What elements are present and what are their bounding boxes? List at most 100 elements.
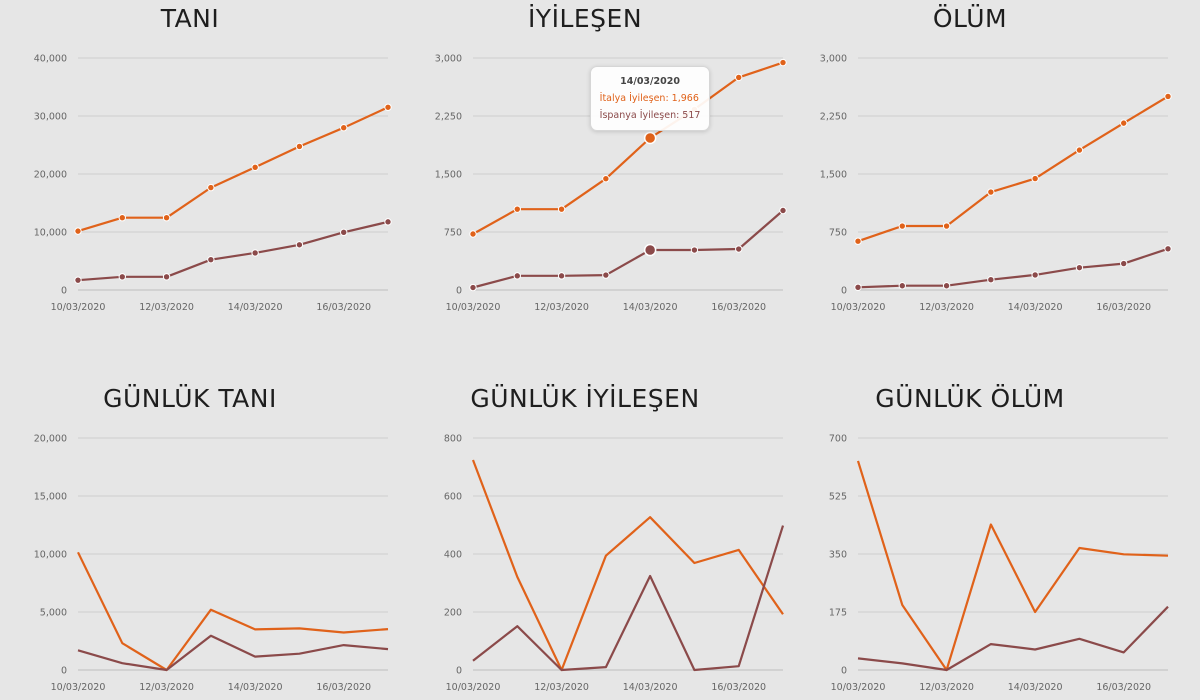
data-point-spain[interactable] — [74, 276, 82, 284]
data-point-italy[interactable] — [1031, 174, 1039, 183]
data-point-spain[interactable] — [779, 206, 787, 215]
series-line-italy[interactable] — [77, 106, 389, 233]
chart-panel-gunluk-tani: GÜNLÜK TANI 0 5,000 10,000 15,000 20,000 10/0… — [0, 380, 389, 700]
x-tick-label: 12/03/2020 — [919, 682, 974, 693]
data-point-spain[interactable] — [602, 271, 610, 279]
tooltip-line-spain: İspanya İyileşen: 517 — [599, 110, 701, 121]
data-point-italy[interactable] — [557, 205, 566, 213]
line-chart-gunluk-iyilesen[interactable]: 0 200 400 600 800 10/03/2020 12/03/2020 14/03/2… — [395, 380, 795, 700]
x-tick-label: 12/03/2020 — [534, 682, 589, 693]
x-tick-label: 10/03/2020 — [446, 302, 501, 313]
series-line-spain[interactable] — [857, 247, 1169, 289]
series-line-italy[interactable] — [471, 459, 784, 672]
data-point-italy[interactable] — [1075, 146, 1084, 154]
x-tick-label: 14/03/2020 — [623, 682, 678, 693]
y-tick-label: 15,000 — [34, 492, 67, 503]
x-tick-label: 10/03/2020 — [51, 682, 106, 693]
line-chart-gunluk-tani[interactable]: 0 5,000 10,000 15,000 20,000 10/03/2020 12/03/… — [0, 380, 400, 700]
series-line-spain[interactable] — [472, 525, 785, 672]
y-tick-label: 750 — [444, 228, 462, 239]
x-tick-label: 14/03/2020 — [623, 302, 678, 313]
data-point-italy[interactable] — [898, 222, 906, 230]
data-point-italy[interactable] — [162, 214, 171, 222]
tooltip: 14/03/2020 İtalya İyileşen: 1,966 İspanya … — [589, 66, 711, 131]
series-line-italy[interactable] — [857, 95, 1169, 243]
data-point-spain[interactable] — [295, 241, 304, 249]
data-point-italy[interactable] — [513, 205, 521, 213]
data-point-spain[interactable] — [513, 272, 521, 280]
data-point-italy[interactable] — [854, 237, 862, 245]
series-line-italy[interactable] — [856, 460, 1169, 672]
data-point-spain[interactable] — [162, 273, 171, 281]
y-tick-label: 525 — [829, 492, 847, 503]
line-chart-gunluk-olum[interactable]: 0 175 350 525 700 10/03/2020 12/03/2020 14/03/2… — [780, 380, 1180, 700]
data-point-italy[interactable] — [251, 163, 259, 171]
data-point-spain[interactable] — [690, 246, 699, 254]
data-point-spain[interactable] — [469, 283, 477, 292]
data-point-spain[interactable] — [207, 255, 215, 264]
x-tick-label: 14/03/2020 — [1008, 302, 1063, 313]
data-point-spain[interactable] — [1031, 271, 1039, 279]
data-point-italy[interactable] — [1120, 119, 1128, 127]
y-tick-label: 0 — [61, 286, 67, 297]
x-tick-label: 10/03/2020 — [831, 682, 886, 693]
x-tick-label: 12/03/2020 — [534, 302, 589, 313]
chart-title: İYİLEŞEN — [527, 4, 643, 33]
data-point-spain[interactable] — [118, 273, 126, 281]
x-tick-label: 14/03/2020 — [1008, 682, 1063, 693]
data-point-spain[interactable] — [854, 283, 862, 291]
data-point-italy[interactable] — [942, 222, 951, 230]
data-point-spain[interactable] — [898, 282, 906, 290]
data-point-italy[interactable] — [735, 73, 743, 82]
series-line-spain[interactable] — [472, 209, 784, 289]
data-point-spain[interactable] — [1164, 245, 1172, 253]
y-tick-label: 1,500 — [435, 170, 462, 181]
data-point-italy[interactable] — [602, 175, 610, 183]
chart-title: TANI — [160, 4, 220, 33]
tooltip-line-italy: İtalya İyileşen: 1,966 — [599, 93, 699, 104]
data-point-italy[interactable] — [643, 131, 657, 145]
data-point-italy[interactable] — [295, 142, 304, 151]
line-chart-tani[interactable]: 0 10,000 20,000 30,000 40,000 10/03/2020 12/03… — [0, 0, 400, 320]
data-point-spain[interactable] — [735, 245, 743, 253]
data-point-spain[interactable] — [643, 243, 657, 257]
data-point-spain[interactable] — [557, 272, 566, 280]
y-tick-label: 700 — [829, 434, 847, 445]
series-line-spain[interactable] — [77, 220, 389, 282]
data-point-italy[interactable] — [384, 103, 392, 111]
data-point-italy[interactable] — [118, 214, 126, 222]
data-point-spain[interactable] — [1120, 259, 1128, 268]
y-tick-label: 175 — [829, 608, 847, 619]
y-tick-label: 3,000 — [820, 54, 847, 65]
x-tick-label: 16/03/2020 — [711, 302, 766, 313]
chart-panel-olum: ÖLÜM 0 750 1,500 2,250 3,000 10/03/2020 12/03/… — [780, 0, 1172, 320]
chart-panel-iyilesen: İYİLEŞEN 0 750 1,500 2,250 3,000 10/03/2020 12… — [395, 0, 787, 320]
data-point-spain[interactable] — [1075, 263, 1084, 272]
data-point-italy[interactable] — [469, 230, 477, 238]
data-point-italy[interactable] — [340, 124, 348, 132]
x-tick-label: 10/03/2020 — [831, 302, 886, 313]
data-point-italy[interactable] — [779, 58, 787, 67]
series-line-spain[interactable] — [77, 634, 389, 672]
series-line-italy[interactable] — [77, 551, 389, 672]
data-point-italy[interactable] — [987, 188, 995, 196]
y-tick-label: 10,000 — [34, 550, 67, 561]
series-line-italy[interactable] — [472, 61, 784, 235]
y-tick-label: 20,000 — [34, 170, 67, 181]
x-tick-label: 10/03/2020 — [51, 302, 106, 313]
series-line-spain[interactable] — [857, 605, 1169, 672]
data-point-spain[interactable] — [987, 276, 995, 284]
data-point-spain[interactable] — [384, 218, 392, 226]
x-tick-label: 16/03/2020 — [316, 302, 371, 313]
data-point-italy[interactable] — [207, 183, 215, 192]
data-point-spain[interactable] — [340, 228, 348, 237]
data-point-spain[interactable] — [942, 282, 951, 290]
line-chart-olum[interactable]: 0 750 1,500 2,250 3,000 10/03/2020 12/03/2020 1… — [780, 0, 1180, 320]
x-tick-label: 12/03/2020 — [139, 302, 194, 313]
data-point-italy[interactable] — [1164, 92, 1172, 101]
data-point-italy[interactable] — [74, 227, 82, 235]
x-tick-label: 16/03/2020 — [316, 682, 371, 693]
line-chart-iyilesen[interactable]: 0 750 1,500 2,250 3,000 10/03/2020 12/03/2020 1… — [395, 0, 795, 320]
y-tick-label: 10,000 — [34, 228, 67, 239]
data-point-spain[interactable] — [251, 249, 259, 257]
